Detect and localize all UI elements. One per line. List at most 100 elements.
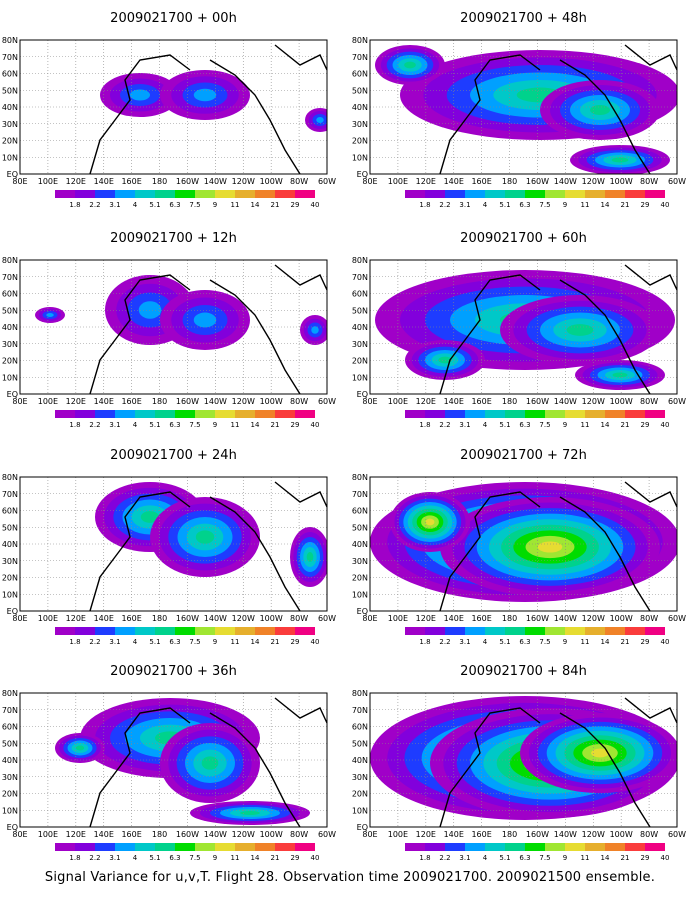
lat-tick-label: 10N [352,153,368,162]
colorbar-label: 9 [563,421,567,429]
lon-tick-label: 120E [66,830,86,839]
colorbar-label: 3.1 [109,421,120,429]
lat-tick-label: 40N [2,756,18,765]
colorbar-label: 3.1 [109,638,120,646]
lat-tick-label: EQ [7,607,18,616]
colorbar-label: 5.1 [499,638,510,646]
colorbar-swatch [465,843,485,851]
colorbar-swatch [525,410,545,418]
colorbar-label: 3.1 [109,854,120,862]
lon-tick-label: 140E [444,177,464,186]
coastline [89,264,328,395]
lon-tick-label: 160E [471,397,491,406]
variance-field [370,696,677,820]
colorbar-label: 9 [563,854,567,862]
colorbar-swatch [55,627,75,635]
colorbar-label: 6.3 [519,421,530,429]
colorbar-label: 2.2 [89,421,100,429]
lat-tick-label: 60N [2,723,18,732]
colorbar-label: 5.1 [149,201,160,209]
contour-region [611,157,629,163]
colorbar-swatch [295,190,315,198]
lon-tick-label: 120E [66,177,86,186]
lat-tick-label: 10N [352,590,368,599]
lat-tick-label: 50N [352,523,368,532]
lon-tick-label: 100E [38,614,58,623]
colorbar-label: 29 [641,638,650,646]
lon-tick-label: 80E [362,830,377,839]
lat-tick-label: 10N [2,590,18,599]
lon-tick-label: 120W [582,830,605,839]
colorbar-label: 6.3 [519,854,530,862]
contour-region [201,756,219,770]
contour-region [46,313,54,317]
lat-tick-label: 40N [352,323,368,332]
colorbar-label: 11 [581,854,590,862]
colorbar-label: 4 [133,201,138,209]
lon-tick-label: 140W [204,830,227,839]
colorbar-swatch [115,190,135,198]
lat-tick-label: 50N [352,739,368,748]
panel-title: 2009021700 + 36h [110,664,237,679]
colorbar-swatch [95,843,115,851]
lat-tick-label: 10N [2,373,18,382]
colorbar-swatch [565,627,585,635]
lon-tick-label: 100E [388,397,408,406]
colorbar-swatch [275,410,295,418]
colorbar-swatch [545,190,565,198]
variance-field [375,270,675,390]
colorbar-swatch [585,627,605,635]
lat-tick-label: 70N [352,706,368,715]
colorbar-swatch [605,190,625,198]
lon-tick-label: 80W [640,830,658,839]
lat-tick-label: 50N [2,523,18,532]
colorbar-label: 9 [213,421,217,429]
lon-tick-label: 120E [66,397,86,406]
colorbar-label: 40 [311,421,320,429]
lon-tick-label: 140E [94,397,114,406]
colorbar-label: 40 [311,201,320,209]
lat-tick-label: 70N [2,53,18,62]
colorbar-label: 7.5 [539,854,550,862]
colorbar-swatch [425,627,445,635]
map-panel: 2009021700 + 00h 80N 70N 60N 50N 40N 30N 20N 10N… [2,11,336,209]
lat-tick-label: 20N [2,357,18,366]
colorbar-swatch [545,410,565,418]
lon-tick-label: 80W [640,397,658,406]
colorbar-label: 1.8 [69,854,80,862]
lon-tick-label: 160W [176,397,199,406]
lon-tick-label: 60W [318,177,336,186]
colorbar-label: 29 [291,638,300,646]
panel-title: 2009021700 + 72h [460,448,587,463]
colorbar-swatch [215,190,235,198]
lon-tick-label: 100W [260,614,283,623]
lon-tick-label: 160E [471,614,491,623]
colorbar-label: 21 [621,201,630,209]
colorbar-swatch [425,190,445,198]
lon-tick-label: 140E [94,830,114,839]
lon-tick-label: 180 [502,614,517,623]
lon-tick-label: 160W [526,177,549,186]
colorbar-swatch [235,410,255,418]
colorbar-swatch [405,843,425,851]
colorbar-label: 14 [251,854,260,862]
colorbar-label: 11 [581,421,590,429]
lon-tick-label: 80W [290,177,308,186]
colorbar-swatch [75,190,95,198]
colorbar-swatch [275,190,295,198]
contour-region [130,89,150,101]
lat-tick-label: 60N [352,507,368,516]
colorbar-swatch [215,410,235,418]
colorbar-label: 7.5 [189,854,200,862]
colorbar-swatch [175,627,195,635]
colorbar-swatch [155,190,175,198]
colorbar-swatch [485,627,505,635]
colorbar-swatch [485,843,505,851]
colorbar-swatch [585,410,605,418]
lon-tick-label: 120W [232,614,255,623]
lon-tick-label: 160W [526,397,549,406]
lat-tick-label: 10N [352,373,368,382]
lat-tick-label: 80N [2,689,18,698]
lon-tick-label: 120E [416,397,436,406]
